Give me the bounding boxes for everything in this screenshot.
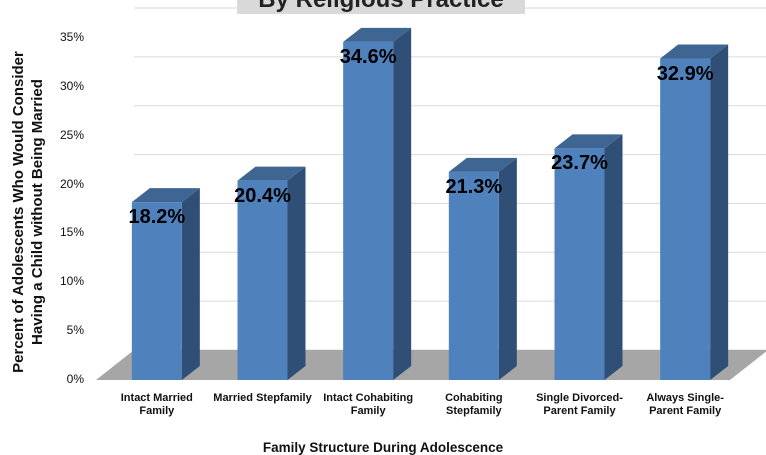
- bar-top: [554, 134, 623, 149]
- x-axis-label: Family Structure During Adolescence: [262, 440, 504, 455]
- y-tick-label: 5%: [66, 323, 84, 338]
- bar-top: [448, 157, 517, 172]
- bar: [448, 157, 517, 380]
- data-label: 21.3%: [445, 175, 503, 198]
- bar-front: [131, 202, 182, 380]
- category-label: Intact Cohabiting Family: [323, 392, 414, 417]
- category-label: Intact Married Family: [120, 392, 193, 417]
- bar: [343, 27, 412, 381]
- chart-title: By Religious Practice: [237, 0, 525, 14]
- data-label: 32.9%: [656, 62, 714, 85]
- bar-top: [131, 188, 200, 203]
- bars: [131, 27, 729, 381]
- bar-top: [237, 166, 306, 181]
- y-tick-label: 10%: [59, 274, 84, 289]
- category-label: Married Stepfamily: [213, 392, 312, 404]
- bar-front: [343, 41, 394, 381]
- bar-front: [660, 58, 711, 381]
- data-label: 34.6%: [339, 45, 397, 68]
- data-label: 18.2%: [128, 206, 186, 229]
- bar: [660, 44, 729, 381]
- bar-front: [554, 148, 605, 380]
- y-tick-label: 25%: [59, 127, 84, 142]
- y-tick-label: 35%: [59, 30, 84, 44]
- bar-side: [393, 27, 412, 381]
- bar-side: [287, 166, 306, 380]
- bar-side: [181, 188, 200, 380]
- bar-top: [343, 27, 412, 42]
- category-label: Single Divorced-Parent Family: [536, 392, 623, 417]
- title-background: [237, 0, 525, 14]
- bar-side: [710, 44, 729, 381]
- bar-side: [498, 157, 517, 380]
- y-tick-label: 15%: [59, 225, 84, 240]
- y-tick-label: 30%: [59, 78, 84, 93]
- data-label: 20.4%: [234, 184, 291, 207]
- y-tick-label: 0%: [66, 372, 84, 386]
- bar: [554, 134, 623, 380]
- y-tick-label: 20%: [59, 176, 84, 191]
- bar-front: [237, 180, 288, 380]
- bar-top: [660, 44, 729, 59]
- bar: [131, 188, 200, 380]
- category-label: Always Single-Parent Family: [646, 392, 724, 417]
- data-label: 23.7%: [551, 152, 608, 175]
- bar-side: [604, 134, 623, 380]
- bar: [237, 166, 306, 380]
- bar-front: [448, 171, 499, 380]
- category-label: Cohabiting Stepfamily: [445, 392, 503, 417]
